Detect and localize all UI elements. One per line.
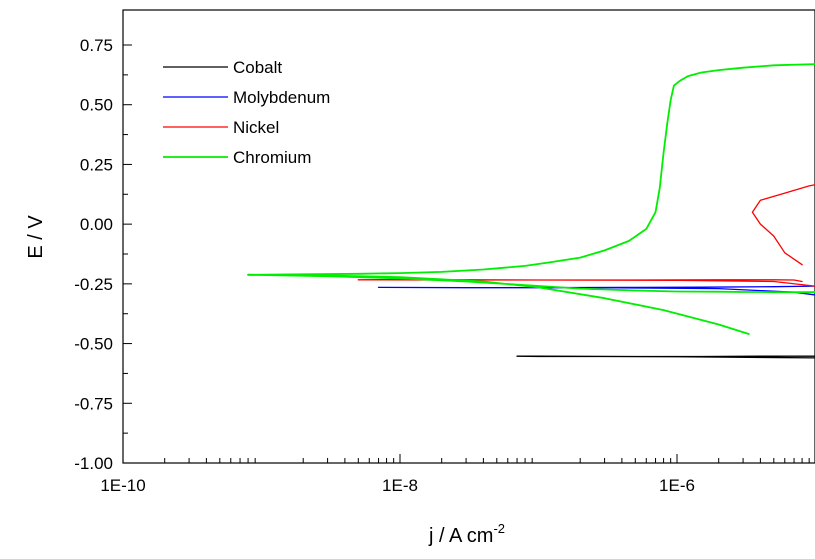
y-axis-ticks: -1.00 -0.75 -0.50 -0.25 0.00 0.25 0.50 0.75 [74,36,132,473]
series-line-molybdenum [377,285,815,296]
series-line-chromium [247,63,815,276]
legend-label-nickel: Nickel [233,118,279,137]
series-line-nickel [751,184,815,266]
series-layer [247,63,815,359]
series-line-nickel [357,278,815,287]
y-tick-label: 0.25 [80,155,113,174]
legend-label-chromium: Chromium [233,148,311,167]
series-line-cobalt [516,355,815,359]
x-tick-label: 1E-10 [100,476,145,495]
legend-label-cobalt: Cobalt [233,58,282,77]
y-tick-label: 0.75 [80,36,113,55]
y-tick-label: 0.50 [80,96,113,115]
legend: Cobalt Molybdenum Nickel Chromium [163,58,330,167]
plot-frame [122,9,815,464]
series-line-chromium [247,273,815,335]
y-tick-label: 0.00 [80,215,113,234]
x-axis-title: j / A cm-2 [428,521,505,547]
y-axis-title: E / V [25,215,47,259]
x-axis-title-exponent: -2 [493,521,505,536]
y-tick-label: -0.25 [74,275,113,294]
x-tick-label: 1E-8 [382,476,418,495]
x-tick-label: 1E-6 [659,476,695,495]
y-tick-label: -0.50 [74,335,113,354]
y-tick-label: -0.75 [74,394,113,413]
y-tick-label: -1.00 [74,454,113,473]
legend-label-molybdenum: Molybdenum [233,88,330,107]
x-axis-title-main: j / A cm [428,525,493,547]
